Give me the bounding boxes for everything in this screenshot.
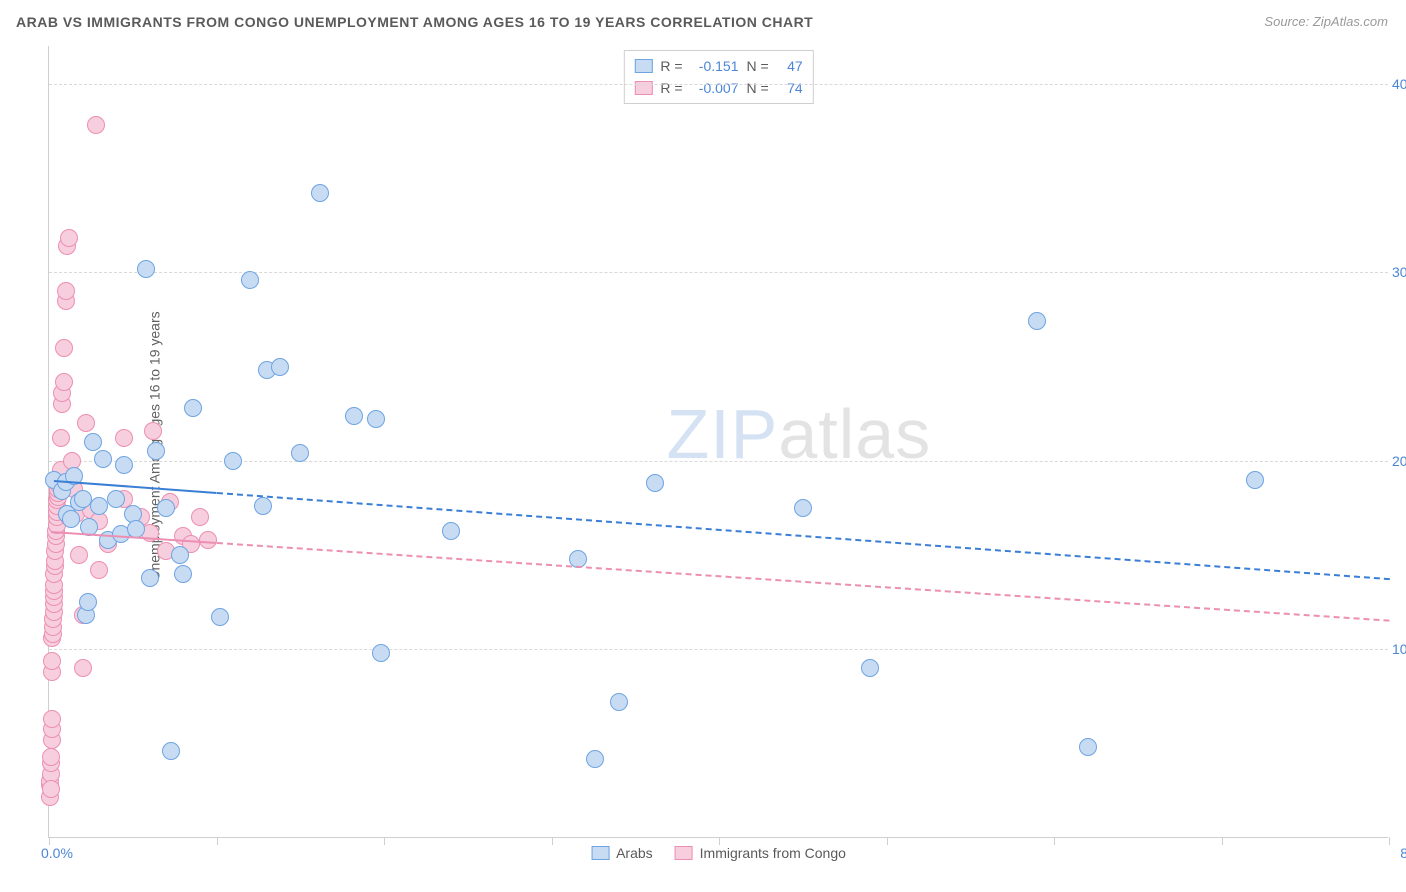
scatter-point-arabs	[62, 510, 80, 528]
stats-row-congo: R = -0.007 N = 74	[634, 77, 802, 99]
x-tick	[49, 837, 50, 845]
y-tick-label: 30.0%	[1392, 264, 1406, 280]
n-label: N =	[747, 58, 769, 74]
y-tick-label: 20.0%	[1392, 453, 1406, 469]
x-tick	[1054, 837, 1055, 845]
x-axis-max-label: 80.0%	[1400, 845, 1406, 861]
scatter-point-arabs	[367, 410, 385, 428]
scatter-point-congo	[55, 339, 73, 357]
legend-item-arabs: Arabs	[591, 845, 653, 861]
scatter-point-arabs	[610, 693, 628, 711]
scatter-point-arabs	[1028, 312, 1046, 330]
scatter-point-arabs	[586, 750, 604, 768]
scatter-point-arabs	[137, 260, 155, 278]
scatter-point-arabs	[271, 358, 289, 376]
gridline	[49, 84, 1388, 85]
swatch-arabs-icon	[634, 59, 652, 73]
scatter-point-arabs	[141, 569, 159, 587]
scatter-point-congo	[144, 422, 162, 440]
scatter-point-arabs	[115, 456, 133, 474]
stats-row-arabs: R = -0.151 N = 47	[634, 55, 802, 77]
scatter-point-arabs	[174, 565, 192, 583]
scatter-point-arabs	[345, 407, 363, 425]
chart-title: ARAB VS IMMIGRANTS FROM CONGO UNEMPLOYME…	[16, 14, 813, 30]
scatter-point-arabs	[794, 499, 812, 517]
scatter-point-arabs	[861, 659, 879, 677]
legend-item-congo: Immigrants from Congo	[675, 845, 846, 861]
scatter-point-congo	[55, 373, 73, 391]
r-label: R =	[660, 80, 682, 96]
scatter-point-congo	[42, 748, 60, 766]
n-value-congo: 74	[777, 80, 803, 96]
scatter-point-congo	[52, 429, 70, 447]
scatter-point-arabs	[90, 497, 108, 515]
legend: Arabs Immigrants from Congo	[591, 845, 846, 861]
scatter-point-arabs	[127, 520, 145, 538]
y-tick-label: 40.0%	[1392, 76, 1406, 92]
source-name: ZipAtlas.com	[1313, 14, 1388, 29]
scatter-point-arabs	[241, 271, 259, 289]
scatter-point-congo	[115, 429, 133, 447]
scatter-point-arabs	[254, 497, 272, 515]
scatter-point-congo	[70, 546, 88, 564]
x-tick	[217, 837, 218, 845]
x-axis-min-label: 0.0%	[41, 845, 73, 861]
scatter-point-arabs	[442, 522, 460, 540]
gridline	[49, 461, 1388, 462]
scatter-point-congo	[191, 508, 209, 526]
r-label: R =	[660, 58, 682, 74]
scatter-point-arabs	[74, 490, 92, 508]
plot-area: ZIPatlas R = -0.151 N = 47 R = -0.007 N …	[48, 46, 1388, 838]
scatter-point-congo	[42, 780, 60, 798]
scatter-point-arabs	[646, 474, 664, 492]
x-tick	[887, 837, 888, 845]
correlation-chart: ARAB VS IMMIGRANTS FROM CONGO UNEMPLOYME…	[0, 0, 1406, 892]
n-value-arabs: 47	[777, 58, 803, 74]
scatter-point-arabs	[184, 399, 202, 417]
scatter-point-congo	[60, 229, 78, 247]
r-value-arabs: -0.151	[691, 58, 739, 74]
scatter-point-congo	[43, 652, 61, 670]
x-tick	[384, 837, 385, 845]
scatter-point-arabs	[1246, 471, 1264, 489]
trendline-congo	[216, 542, 1389, 622]
scatter-point-congo	[43, 710, 61, 728]
scatter-point-arabs	[372, 644, 390, 662]
scatter-point-arabs	[162, 742, 180, 760]
n-label: N =	[747, 80, 769, 96]
scatter-point-congo	[77, 414, 95, 432]
correlation-stats-box: R = -0.151 N = 47 R = -0.007 N = 74	[623, 50, 813, 104]
legend-label-congo: Immigrants from Congo	[700, 845, 846, 861]
scatter-point-arabs	[84, 433, 102, 451]
scatter-point-arabs	[147, 442, 165, 460]
source-label: Source:	[1264, 14, 1309, 29]
scatter-point-arabs	[211, 608, 229, 626]
gridline	[49, 649, 1388, 650]
legend-label-arabs: Arabs	[616, 845, 653, 861]
x-tick	[719, 837, 720, 845]
scatter-point-arabs	[157, 499, 175, 517]
x-tick	[1389, 837, 1390, 845]
scatter-point-arabs	[107, 490, 125, 508]
x-tick	[1222, 837, 1223, 845]
y-tick-label: 10.0%	[1392, 641, 1406, 657]
source-attribution: Source: ZipAtlas.com	[1264, 14, 1388, 29]
swatch-congo-icon	[675, 846, 693, 860]
scatter-point-arabs	[94, 450, 112, 468]
x-tick	[552, 837, 553, 845]
r-value-congo: -0.007	[691, 80, 739, 96]
scatter-point-arabs	[171, 546, 189, 564]
scatter-point-arabs	[224, 452, 242, 470]
swatch-arabs-icon	[591, 846, 609, 860]
scatter-point-congo	[90, 561, 108, 579]
scatter-point-arabs	[311, 184, 329, 202]
scatter-point-congo	[57, 282, 75, 300]
scatter-point-arabs	[1079, 738, 1097, 756]
scatter-point-arabs	[79, 593, 97, 611]
scatter-point-arabs	[291, 444, 309, 462]
scatter-point-congo	[74, 659, 92, 677]
scatter-point-congo	[87, 116, 105, 134]
